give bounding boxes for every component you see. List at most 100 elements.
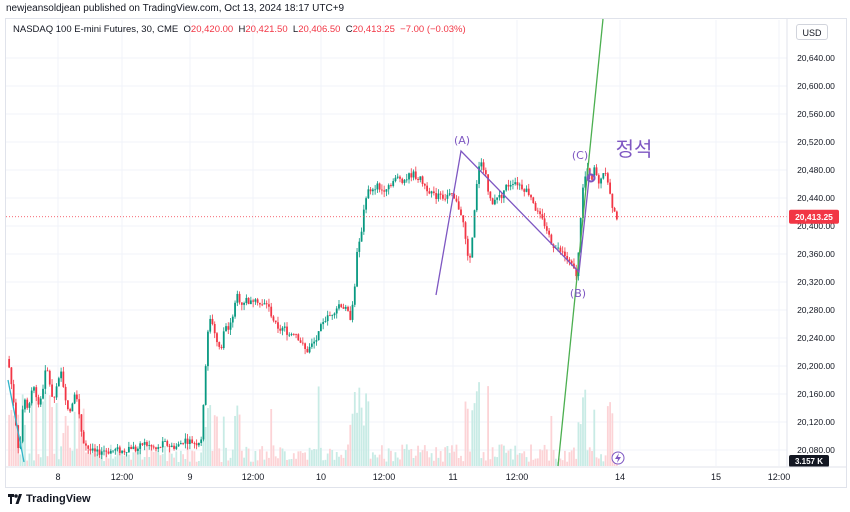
candle-body [238, 293, 241, 303]
candle-body [304, 343, 306, 349]
volume-bar [426, 451, 428, 466]
volume-bar [37, 454, 40, 466]
volume-bar [439, 451, 442, 466]
volume-bar [358, 387, 361, 466]
candle-body [130, 446, 133, 450]
candle-body [211, 318, 214, 324]
volume-bar [523, 451, 526, 466]
candle-body [376, 183, 379, 190]
volume-bar [195, 461, 198, 466]
candle-body [207, 331, 209, 367]
volume-bar [435, 447, 438, 466]
candle-body [57, 378, 60, 387]
candle-body [396, 176, 399, 178]
candle-body [331, 315, 334, 316]
volume-bar [252, 461, 255, 466]
volume-bar [496, 457, 499, 466]
volume-bar [421, 450, 424, 466]
volume-bar [381, 445, 383, 466]
candle-body [532, 197, 535, 204]
volume-bar [534, 458, 537, 466]
volume-bar [130, 459, 133, 466]
candle-body [426, 185, 428, 192]
volume-bar [509, 448, 512, 466]
volume-bar [132, 452, 135, 466]
candle-body [161, 441, 164, 448]
volume-bar [39, 457, 42, 466]
volume-bar [473, 403, 476, 466]
volume-bar [184, 458, 187, 466]
candle-body [179, 443, 182, 445]
volume-bar [417, 445, 419, 466]
volume-bar [399, 459, 401, 466]
y-tick-label: 20,520.00 [797, 137, 835, 147]
volume-bar [299, 451, 302, 466]
candle-body [252, 300, 255, 302]
candle-body [121, 450, 123, 453]
candle-body [123, 450, 126, 453]
candle-body [561, 251, 564, 253]
volume-bar [453, 451, 456, 466]
volume-bar [347, 444, 349, 466]
candle-body [200, 439, 203, 444]
volume-bar [344, 450, 347, 466]
candle-body [543, 218, 546, 227]
candle-body [143, 442, 146, 445]
volume-bar [408, 449, 410, 466]
candle-body [335, 308, 338, 314]
volume-bar [256, 460, 259, 466]
volume-bar [283, 451, 286, 466]
volume-bar [222, 416, 225, 466]
volume-bar [118, 445, 121, 466]
y-tick-label: 20,560.00 [797, 109, 835, 119]
volume-bar [71, 450, 74, 466]
candle-body [550, 234, 553, 245]
candle-body [534, 203, 537, 211]
volume-bar [259, 449, 261, 466]
candle-body [419, 176, 422, 181]
candle-body [297, 334, 300, 341]
candle-body [256, 299, 259, 303]
candle-body [505, 184, 508, 191]
currency-button[interactable]: USD [796, 24, 828, 40]
candle-body [315, 340, 318, 342]
left-trend-line [7, 379, 25, 463]
candle-body [469, 255, 471, 258]
volume-bar [442, 461, 444, 466]
candle-body [405, 179, 408, 181]
volume-bar [365, 393, 367, 466]
candle-body [362, 209, 365, 232]
volume-bar [193, 451, 196, 466]
candle-body [448, 193, 451, 195]
candle-body [432, 191, 435, 194]
candle-body [60, 371, 62, 379]
volume-bar [390, 450, 392, 466]
volume-bar [487, 386, 489, 466]
volume-bar [315, 449, 318, 466]
volume-bar [42, 401, 44, 466]
grid [6, 20, 787, 466]
candle-body [94, 448, 96, 452]
candle-body [351, 304, 354, 320]
volume-bar [498, 444, 501, 466]
volume-bar [188, 461, 191, 466]
candle-body [480, 162, 483, 167]
volume-bar [35, 387, 38, 466]
candles [8, 158, 618, 460]
candle-body [365, 198, 367, 210]
candle-body [42, 388, 44, 399]
candle-body [274, 320, 277, 323]
volume-bar [216, 416, 218, 466]
price-axis-bg [787, 19, 846, 467]
candle-body [55, 386, 58, 398]
volume-bar [405, 444, 408, 466]
tradingview-footer[interactable]: TradingView [8, 493, 91, 505]
volume-bar [218, 448, 221, 466]
volume-bar [369, 458, 372, 466]
volume-bar [575, 458, 578, 466]
candle-body [290, 334, 293, 335]
candle-body [340, 304, 343, 308]
y-tick-label: 20,120.00 [797, 417, 835, 427]
volume-bar [290, 459, 293, 466]
